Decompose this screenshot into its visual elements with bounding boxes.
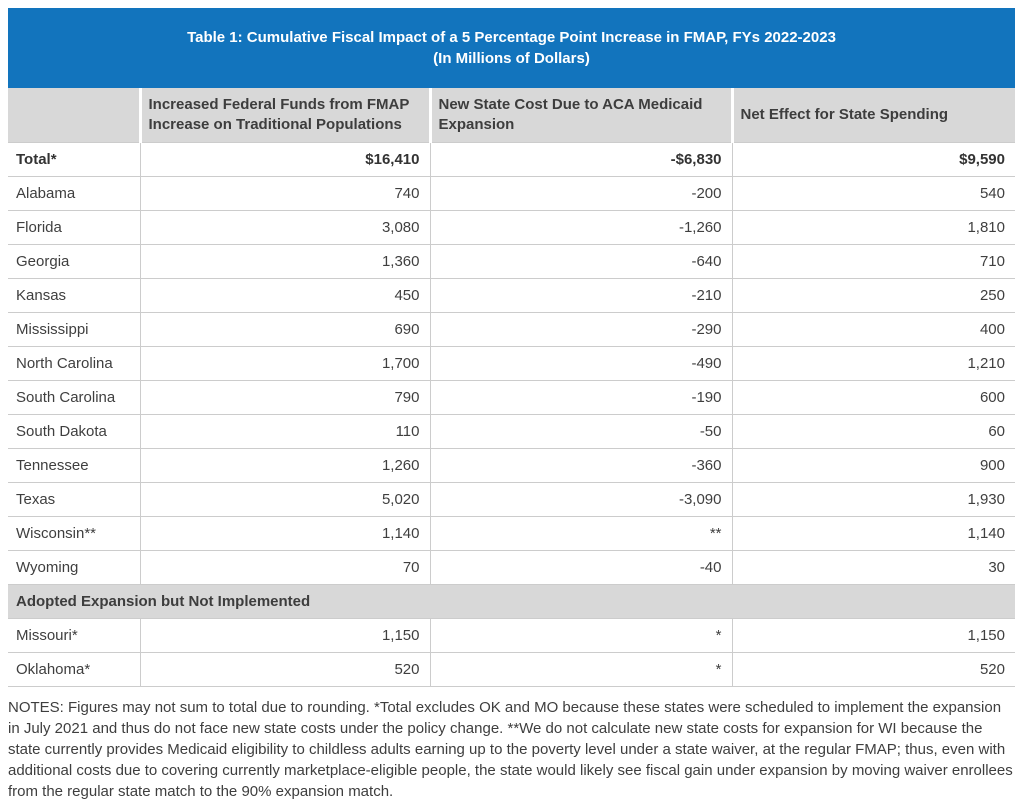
table-title-line2: (In Millions of Dollars) xyxy=(433,50,590,67)
cell-net-effect: 250 xyxy=(731,277,1015,312)
cell-state-cost: * xyxy=(429,651,732,687)
row-label: Total* xyxy=(8,141,140,176)
cell-state-cost: -210 xyxy=(429,277,732,312)
table-row-kansas: Kansas 450 -210 250 xyxy=(8,277,1015,312)
cell-federal-funds: 690 xyxy=(139,311,430,346)
row-label: Florida xyxy=(8,209,140,244)
cell-state-cost: -3,090 xyxy=(429,481,732,516)
cell-net-effect: 540 xyxy=(731,175,1015,210)
row-label: Wyoming xyxy=(8,549,140,584)
cell-net-effect: 60 xyxy=(731,413,1015,448)
table-row-total: Total* $16,410 -$6,830 $9,590 xyxy=(8,141,1015,176)
table-row-south-carolina: South Carolina 790 -190 600 xyxy=(8,379,1015,414)
cell-net-effect: $9,590 xyxy=(731,141,1015,176)
cell-net-effect: 900 xyxy=(731,447,1015,482)
header-cell-federal-funds: Increased Federal Funds from FMAP Increa… xyxy=(138,88,430,142)
row-label: Oklahoma* xyxy=(8,651,140,687)
cell-net-effect: 1,210 xyxy=(731,345,1015,380)
cell-federal-funds: 740 xyxy=(139,175,430,210)
cell-federal-funds: 450 xyxy=(139,277,430,312)
row-label: Alabama xyxy=(8,175,140,210)
cell-federal-funds: 3,080 xyxy=(139,209,430,244)
cell-federal-funds: 1,260 xyxy=(139,447,430,482)
table-row-wisconsin: Wisconsin** 1,140 ** 1,140 xyxy=(8,515,1015,550)
cell-net-effect: 1,930 xyxy=(731,481,1015,516)
row-label: South Carolina xyxy=(8,379,140,414)
header-cell-empty xyxy=(8,88,140,142)
table-row-wyoming: Wyoming 70 -40 30 xyxy=(8,549,1015,584)
cell-state-cost: -200 xyxy=(429,175,732,210)
cell-net-effect: 1,140 xyxy=(731,515,1015,550)
table-row-alabama: Alabama 740 -200 540 xyxy=(8,175,1015,210)
cell-state-cost: -640 xyxy=(429,243,732,278)
fmap-impact-table: Increased Federal Funds from FMAP Increa… xyxy=(8,88,1015,687)
cell-net-effect: 1,150 xyxy=(731,617,1015,652)
row-label: North Carolina xyxy=(8,345,140,380)
cell-state-cost: -190 xyxy=(429,379,732,414)
cell-net-effect: 400 xyxy=(731,311,1015,346)
cell-federal-funds: 70 xyxy=(139,549,430,584)
table-row-north-carolina: North Carolina 1,700 -490 1,210 xyxy=(8,345,1015,380)
cell-state-cost: -360 xyxy=(429,447,732,482)
table-row-missouri: Missouri* 1,150 * 1,150 xyxy=(8,617,1015,652)
cell-state-cost: -50 xyxy=(429,413,732,448)
cell-state-cost: -490 xyxy=(429,345,732,380)
cell-federal-funds: 1,150 xyxy=(139,617,430,652)
cell-net-effect: 600 xyxy=(731,379,1015,414)
cell-state-cost: -290 xyxy=(429,311,732,346)
cell-federal-funds: 110 xyxy=(139,413,430,448)
cell-net-effect: 520 xyxy=(731,651,1015,687)
row-label: Georgia xyxy=(8,243,140,278)
cell-net-effect: 30 xyxy=(731,549,1015,584)
cell-state-cost: -40 xyxy=(429,549,732,584)
row-label: Wisconsin** xyxy=(8,515,140,550)
row-label: South Dakota xyxy=(8,413,140,448)
table-row-south-dakota: South Dakota 110 -50 60 xyxy=(8,413,1015,448)
table-row-florida: Florida 3,080 -1,260 1,810 xyxy=(8,209,1015,244)
header-cell-net-effect: Net Effect for State Spending xyxy=(730,88,1015,142)
cell-federal-funds: 1,140 xyxy=(139,515,430,550)
cell-state-cost: * xyxy=(429,617,732,652)
cell-federal-funds: 5,020 xyxy=(139,481,430,516)
cell-state-cost: ** xyxy=(429,515,732,550)
table-notes: NOTES: Figures may not sum to total due … xyxy=(8,698,1013,800)
cell-net-effect: 1,810 xyxy=(731,209,1015,244)
header-cell-state-cost: New State Cost Due to ACA Medicaid Expan… xyxy=(428,88,732,142)
cell-federal-funds: 790 xyxy=(139,379,430,414)
cell-net-effect: 710 xyxy=(731,243,1015,278)
table-title-line1: Table 1: Cumulative Fiscal Impact of a 5… xyxy=(187,29,836,46)
header-row: Increased Federal Funds from FMAP Increa… xyxy=(8,88,1015,142)
cell-federal-funds: $16,410 xyxy=(139,141,430,176)
table-row-tennessee: Tennessee 1,260 -360 900 xyxy=(8,447,1015,482)
row-label: Tennessee xyxy=(8,447,140,482)
table-row-georgia: Georgia 1,360 -640 710 xyxy=(8,243,1015,278)
section-header-label: Adopted Expansion but Not Implemented xyxy=(8,583,1015,618)
row-label: Kansas xyxy=(8,277,140,312)
row-label: Missouri* xyxy=(8,617,140,652)
table-row-oklahoma: Oklahoma* 520 * 520 xyxy=(8,651,1015,687)
cell-state-cost: -$6,830 xyxy=(429,141,732,176)
section-header-row: Adopted Expansion but Not Implemented xyxy=(8,583,1015,618)
cell-federal-funds: 1,360 xyxy=(139,243,430,278)
row-label: Mississippi xyxy=(8,311,140,346)
table-row-texas: Texas 5,020 -3,090 1,930 xyxy=(8,481,1015,516)
table-row-mississippi: Mississippi 690 -290 400 xyxy=(8,311,1015,346)
cell-state-cost: -1,260 xyxy=(429,209,732,244)
cell-federal-funds: 520 xyxy=(139,651,430,687)
table-title-bar: Table 1: Cumulative Fiscal Impact of a 5… xyxy=(8,8,1015,88)
cell-federal-funds: 1,700 xyxy=(139,345,430,380)
row-label: Texas xyxy=(8,481,140,516)
